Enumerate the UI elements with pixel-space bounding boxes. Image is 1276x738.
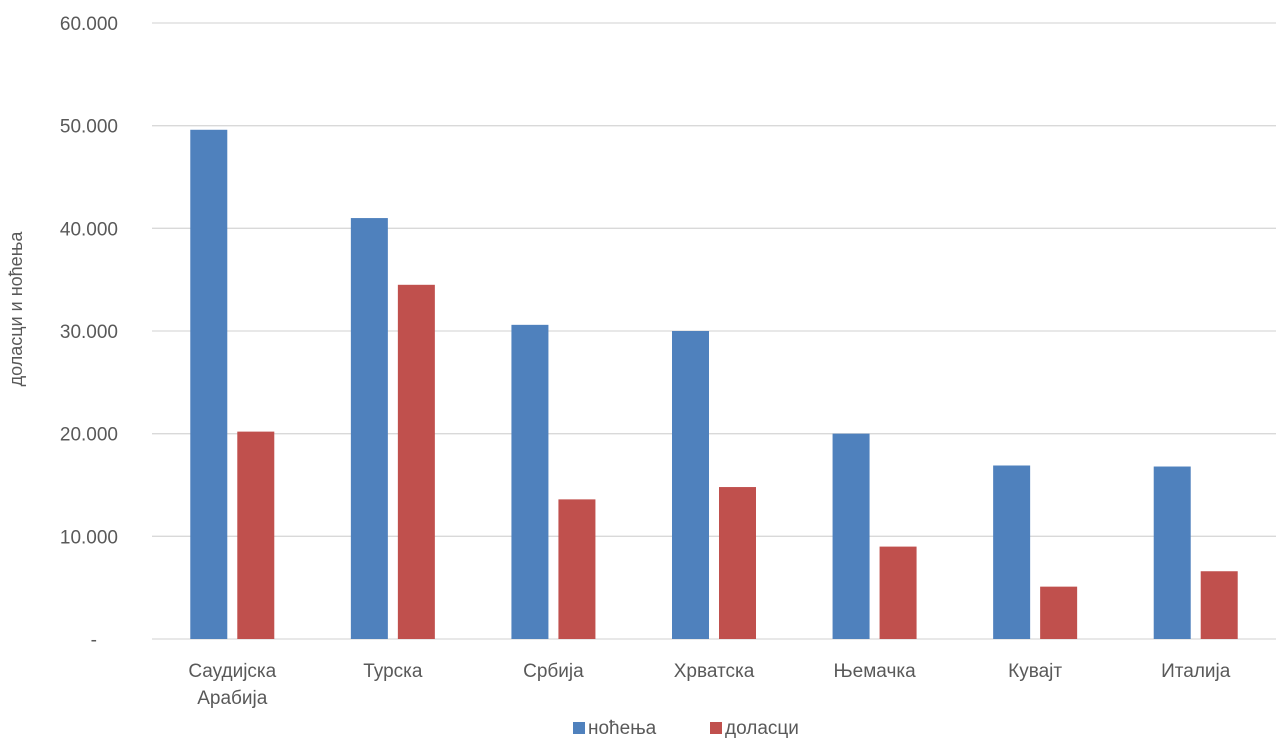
y-tick-label: 40.000 [60,219,118,240]
x-tick-label: Италија [1161,661,1231,682]
bar-series2 [879,546,917,639]
bars [190,129,1238,640]
y-tick-label: 60.000 [60,14,118,35]
legend-swatch [710,722,722,734]
bar-series1 [1153,466,1191,639]
bar-series2 [237,431,275,639]
bar-series1 [832,433,870,639]
bar-series1 [672,331,709,639]
bar-series2 [1200,571,1238,639]
bar-series1 [190,129,228,640]
x-tick-label: Арабија [197,688,268,709]
x-tick-label: Хрватска [674,661,755,682]
x-tick-label: Кувајт [1008,661,1062,682]
bar-series1 [993,465,1031,639]
bar-series2 [397,284,435,639]
x-tick-label: Саудијска [188,661,276,682]
x-tick-label: Њемачка [833,661,916,682]
y-tick-label: 30.000 [60,322,118,343]
bar-series2 [719,487,756,639]
x-axis-ticks: Саудијска Арабија Турска Србија Хрватска Њема… [188,661,1230,709]
y-axis-title: доласци и ноћења [6,231,26,387]
y-axis-ticks: - 10.000 20.000 30.000 40.000 50.000 60.000 [60,14,118,651]
y-tick-label: 50.000 [60,117,118,138]
x-tick-label: Турска [363,661,423,682]
legend-label: доласци [725,718,799,738]
gridlines [152,22,1276,640]
bar-series2 [1040,586,1078,639]
y-tick-label: 20.000 [60,425,118,446]
y-tick-label: 10.000 [60,527,118,548]
y-tick-label: - [91,630,97,651]
legend: ноћења доласци [573,718,799,738]
legend-swatch [573,722,585,734]
bar-series1 [350,218,388,640]
bar-series2 [558,499,596,639]
legend-label: ноћења [588,718,657,738]
bar-series1 [511,324,549,639]
x-tick-label: Србија [523,661,584,682]
